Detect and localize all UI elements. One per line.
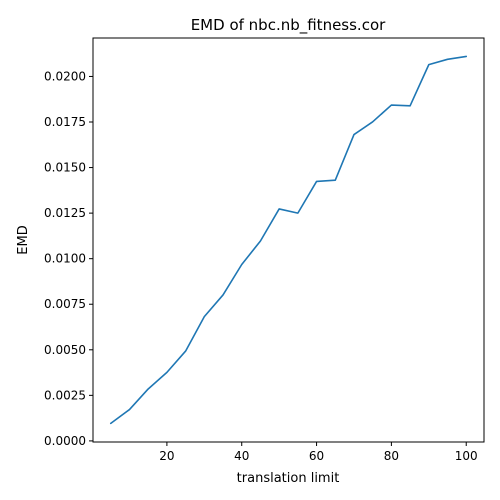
y-axis: 0.0000 0.0025 0.0050 0.0075 0.0100 0.0125 0.01… (44, 69, 93, 448)
x-tick-label: 100 (455, 449, 478, 463)
plot-area (92, 37, 485, 443)
y-tick-label: 0.0125 (44, 206, 86, 220)
x-tick-label: 20 (159, 449, 174, 463)
y-tick-label: 0.0025 (44, 388, 86, 402)
y-tick-label: 0.0150 (44, 161, 86, 175)
y-axis-label: EMD (16, 225, 31, 254)
x-axis-label: translation limit (237, 471, 340, 486)
y-tick-label: 0.0100 (44, 252, 86, 266)
axes-frame (92, 37, 485, 443)
x-tick-label: 60 (309, 449, 324, 463)
y-tick-label: 0.0050 (44, 343, 86, 357)
y-tick-label: 0.0175 (44, 115, 86, 129)
y-tick-label: 0.0200 (44, 69, 86, 83)
series-line (109, 55, 468, 425)
x-axis: 20 40 60 80 100 (159, 442, 478, 463)
x-tick-label: 40 (234, 449, 249, 463)
y-tick-label: 0.0075 (44, 297, 86, 311)
y-tick-label: 0.0000 (44, 434, 86, 448)
x-tick-label: 80 (384, 449, 399, 463)
chart-title: EMD of nbc.nb_fitness.cor (191, 16, 386, 35)
